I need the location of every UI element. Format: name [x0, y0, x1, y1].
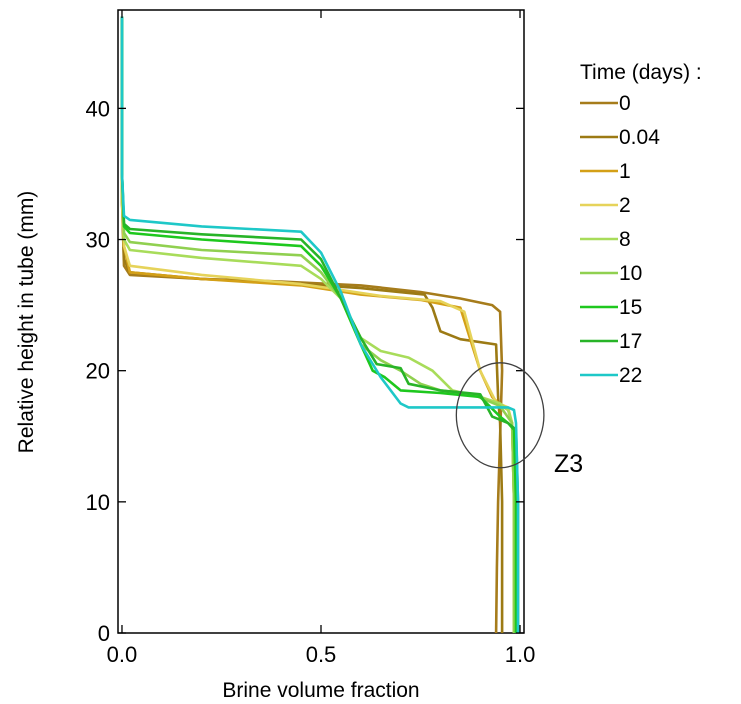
series-line-6 — [120, 16, 518, 633]
y-tick-label-1: 10 — [86, 490, 110, 515]
series-line-0 — [120, 16, 504, 634]
legend-label-1: 0.04 — [619, 126, 660, 149]
legend-label-2: 1 — [619, 160, 631, 183]
legend-label-4: 8 — [619, 228, 631, 251]
series-line-2 — [120, 16, 516, 633]
x-tick-label-2: 1.0 — [505, 642, 536, 667]
legend-label-8: 22 — [619, 364, 642, 387]
series-layer — [120, 16, 520, 634]
y-tick-label-0: 0 — [98, 621, 110, 646]
y-axis-title: Relative height in tube (mm) — [15, 191, 38, 454]
series-line-3 — [120, 16, 516, 633]
legend: 0 0.04 1 2 8 10 15 17 22 — [580, 92, 660, 387]
y-tick-label-2: 20 — [86, 359, 110, 384]
annotation-label: Z3 — [554, 450, 583, 478]
series-line-1 — [120, 16, 504, 633]
legend-label-7: 17 — [619, 330, 642, 353]
legend-title: Time (days) : — [580, 61, 702, 84]
annotation-ellipse — [455, 362, 545, 469]
series-line-7 — [120, 16, 520, 633]
series-line-8 — [120, 16, 520, 633]
legend-label-0: 0 — [619, 92, 631, 115]
series-line-5 — [120, 16, 516, 633]
y-tick-label-4: 40 — [86, 96, 110, 121]
x-tick-label-1: 0.5 — [306, 642, 337, 667]
series-line-4 — [120, 16, 516, 633]
legend-label-3: 2 — [619, 194, 631, 217]
y-tick-label-3: 30 — [86, 228, 110, 253]
x-axis-title: Brine volume fraction — [222, 679, 419, 702]
plot-area-frame — [117, 9, 525, 634]
axes-layer: 0.0 0.5 1.0 0 10 20 30 40 — [86, 10, 536, 667]
legend-label-6: 15 — [619, 296, 642, 319]
x-tick-label-0: 0.0 — [107, 642, 138, 667]
legend-label-5: 10 — [619, 262, 642, 285]
